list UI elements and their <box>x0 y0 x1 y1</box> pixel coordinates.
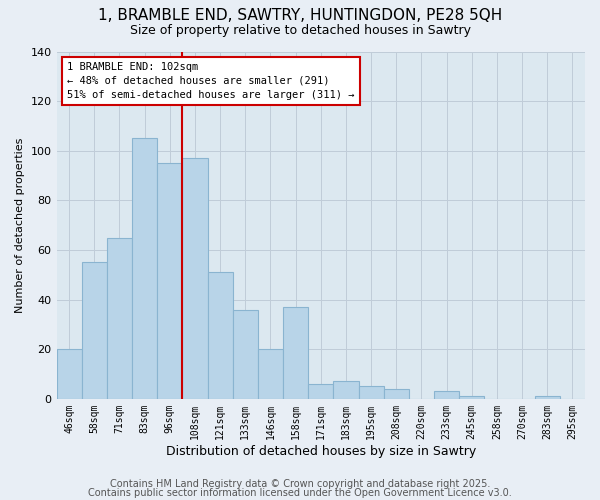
X-axis label: Distribution of detached houses by size in Sawtry: Distribution of detached houses by size … <box>166 444 476 458</box>
Bar <box>107 238 132 399</box>
Bar <box>283 307 308 399</box>
Bar <box>334 382 359 399</box>
Bar <box>82 262 107 399</box>
Bar <box>383 389 409 399</box>
Text: Size of property relative to detached houses in Sawtry: Size of property relative to detached ho… <box>130 24 470 37</box>
Bar <box>535 396 560 399</box>
Bar <box>258 349 283 399</box>
Bar <box>56 349 82 399</box>
Bar <box>459 396 484 399</box>
Text: 1 BRAMBLE END: 102sqm
← 48% of detached houses are smaller (291)
51% of semi-det: 1 BRAMBLE END: 102sqm ← 48% of detached … <box>67 62 355 100</box>
Bar <box>233 310 258 399</box>
Text: Contains public sector information licensed under the Open Government Licence v3: Contains public sector information licen… <box>88 488 512 498</box>
Bar <box>208 272 233 399</box>
Y-axis label: Number of detached properties: Number of detached properties <box>15 138 25 313</box>
Bar <box>359 386 383 399</box>
Bar <box>434 392 459 399</box>
Bar <box>132 138 157 399</box>
Text: 1, BRAMBLE END, SAWTRY, HUNTINGDON, PE28 5QH: 1, BRAMBLE END, SAWTRY, HUNTINGDON, PE28… <box>98 8 502 22</box>
Bar <box>157 163 182 399</box>
Text: Contains HM Land Registry data © Crown copyright and database right 2025.: Contains HM Land Registry data © Crown c… <box>110 479 490 489</box>
Bar <box>182 158 208 399</box>
Bar <box>308 384 334 399</box>
